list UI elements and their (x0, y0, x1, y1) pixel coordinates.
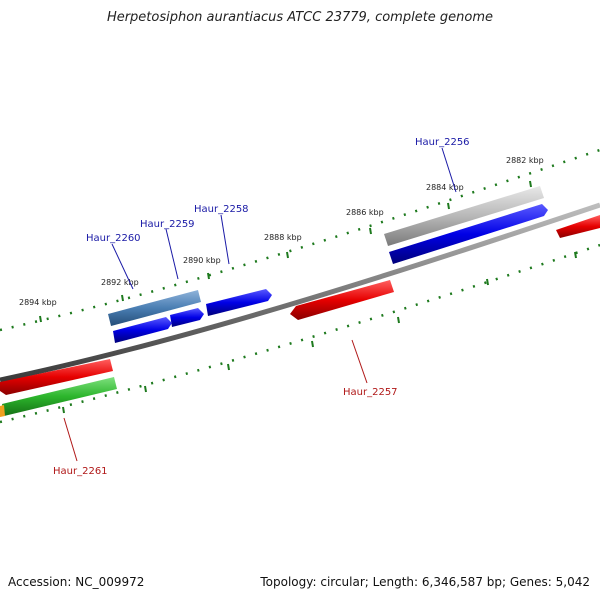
map-title: Herpetosiphon aurantiacus ATCC 23779, co… (106, 10, 494, 25)
accession-text: Accession: NC_009972 (8, 575, 145, 589)
gene-forward-cds-lower[interactable] (113, 317, 172, 343)
major-ticks (39, 180, 532, 323)
position-labels: 2882 kbp 2884 kbp 2886 kbp 2888 kbp 2890… (19, 156, 544, 307)
position-label: 2890 kbp (183, 256, 221, 265)
position-label: 2884 kbp (426, 183, 464, 192)
gene-labels: Haur_2256 Haur_2257 Haur_2258 Haur_2259 … (53, 137, 470, 477)
genome-summary-text: Topology: circular; Length: 6,346,587 bp… (260, 575, 590, 589)
gene-edge-fragment[interactable] (0, 405, 5, 417)
gene-haur-2261-bar[interactable] (0, 359, 113, 395)
position-label: 2882 kbp (506, 156, 544, 165)
major-ticks-inner (62, 251, 577, 414)
gene-haur-2257-bar[interactable] (290, 280, 394, 320)
leader-lines (63, 147, 457, 462)
gene-haur-2259-bar[interactable] (170, 308, 204, 327)
gene-reverse-cds-right[interactable] (556, 215, 600, 238)
gene-label-haur-2259[interactable]: Haur_2259 (140, 219, 195, 230)
position-label: 2892 kbp (101, 278, 139, 287)
genome-backbone (0, 202, 600, 383)
gene-forward-cds[interactable] (389, 204, 548, 264)
gene-label-haur-2256[interactable]: Haur_2256 (415, 137, 470, 148)
feature-track (0, 186, 600, 417)
gene-label-haur-2258[interactable]: Haur_2258 (194, 204, 249, 215)
position-label: 2886 kbp (346, 208, 384, 217)
gene-label-haur-2257[interactable]: Haur_2257 (343, 387, 398, 398)
gene-haur-2260-bar[interactable] (108, 290, 201, 326)
position-label: 2894 kbp (19, 298, 57, 307)
gene-haur-2261-green-bar[interactable] (2, 377, 117, 416)
gene-label-haur-2260[interactable]: Haur_2260 (86, 233, 141, 244)
position-label: 2888 kbp (264, 233, 302, 242)
gene-haur-2258-bar[interactable] (206, 289, 272, 316)
gene-label-haur-2261[interactable]: Haur_2261 (53, 466, 108, 477)
gene-haur-2256-bar[interactable] (384, 186, 544, 246)
